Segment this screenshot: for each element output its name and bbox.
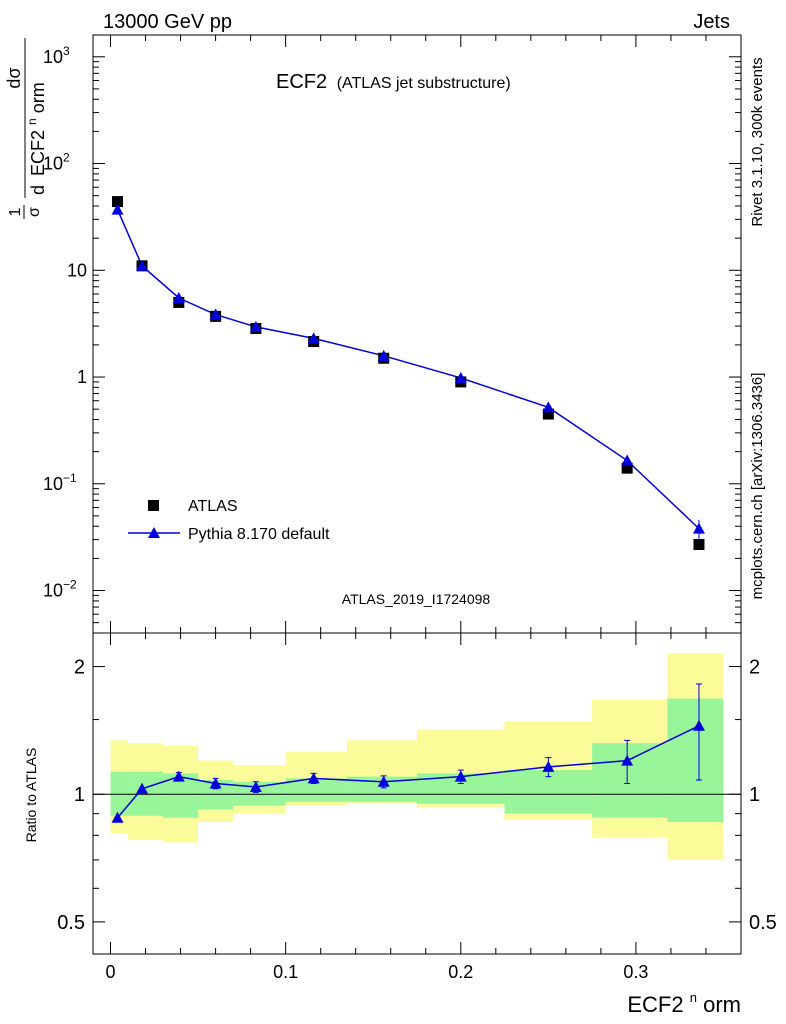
ratio-band-inner: [285, 778, 347, 802]
mcplots-reference-label: mcplots.cern.ch [arXiv:1306.3436]: [749, 373, 766, 600]
main-y-tick-label: 10: [67, 260, 87, 280]
ylabel-denominator: d ECF2 n orm: [20, 82, 48, 195]
mc-data-points: [111, 203, 705, 534]
ylabel-suffix: orm: [28, 82, 48, 113]
ratio-y-tick-label-right: 2: [749, 657, 760, 679]
ratio-mc-point: [307, 772, 320, 784]
ratio-mc-point: [454, 770, 467, 782]
plot-title-main: ECF2: [276, 71, 327, 93]
main-x-axis-ticks: [110, 35, 707, 633]
analysis-id-watermark: ATLAS_2019_I1724098: [342, 591, 491, 607]
ylabel-dvar: ECF2: [28, 130, 48, 176]
ratio-y-axis: 0.5 0.5 1 1 2 2: [57, 657, 777, 934]
ratio-mc-point: [377, 775, 390, 787]
ratio-mc-point: [542, 760, 555, 772]
ratio-y-tick-label: 0.5: [57, 912, 85, 934]
ratio-mc-point: [692, 719, 705, 731]
ratio-mc-point: [209, 777, 222, 789]
mc-data-point: [542, 401, 555, 413]
ratio-mc-point: [136, 782, 149, 794]
ratio-plot-panel: 0.5 0.5 1 1 2 2 0 0.1 0.2 0.3 Ratio to ATLAS: [23, 632, 777, 982]
collision-energy-label: 13000 GeV pp: [103, 11, 232, 33]
atlas-data-point: [542, 408, 554, 420]
ratio-y-tick-label-right: 1: [749, 784, 760, 806]
main-y-axis: 10−2 10−1 1 10 102 103: [43, 44, 741, 624]
main-plot-panel: 10−2 10−1 1 10 102 103 ECF2 (ATLAS jet substr…: [4, 34, 742, 634]
xlabel-sup: n: [690, 990, 697, 1005]
ratio-y-axis-label: Ratio to ATLAS: [23, 748, 39, 843]
main-y-tick-label: 1: [77, 367, 87, 387]
main-y-tick-label: 10−1: [43, 471, 77, 494]
legend: ATLAS Pythia 8.170 default: [128, 498, 330, 543]
main-y-tick-label: 10−2: [43, 578, 77, 601]
atlas-data-point: [621, 462, 633, 474]
main-y-tick-label: 103: [43, 44, 70, 67]
plot-title-sub: (ATLAS jet substructure): [337, 75, 511, 92]
x-tick-label: 0: [106, 962, 116, 982]
plot-title: ECF2 (ATLAS jet substructure): [276, 71, 511, 93]
legend-atlas-label: ATLAS: [188, 498, 238, 515]
mc-data-point: [172, 291, 185, 303]
ratio-mc-point: [621, 754, 634, 766]
ratio-mc-point: [249, 781, 262, 793]
process-label: Jets: [693, 11, 730, 33]
mc-data-point: [111, 203, 124, 215]
mc-data-point: [307, 332, 320, 344]
ylabel-sup: n: [25, 118, 39, 125]
mc-data-point: [621, 454, 634, 466]
x-axis-label: ECF2 n orm: [627, 982, 741, 1017]
mc-data-point: [136, 259, 149, 271]
ratio-y-tick-label-right: 0.5: [749, 912, 777, 934]
legend-mc-label: Pythia 8.170 default: [188, 526, 330, 543]
ylabel-frac-num: 1: [7, 207, 24, 216]
ratio-band-inner: [233, 781, 286, 806]
xlabel-main: ECF2: [627, 992, 683, 1017]
mc-data-point: [249, 320, 262, 332]
ratio-band-inner: [592, 743, 668, 818]
ratio-y-tick-label: 1: [74, 784, 85, 806]
x-tick-label: 0.1: [273, 962, 298, 982]
ratio-band-inner: [667, 698, 724, 823]
main-plot-frame: [92, 34, 742, 634]
ratio-plot-frame: [92, 632, 742, 955]
mc-series-line: [116, 209, 700, 530]
x-tick-label: 0.2: [448, 962, 473, 982]
xlabel-suffix: orm: [703, 992, 741, 1017]
legend-atlas-marker: [148, 500, 159, 511]
ratio-y-tick-label: 2: [74, 657, 85, 679]
ylabel-frac-den: σ: [26, 207, 43, 217]
ratio-mc-points: [111, 719, 705, 823]
mc-data-point: [692, 522, 705, 534]
ylabel-d-prefix: d: [28, 185, 48, 195]
mc-data-point: [454, 371, 467, 383]
mc-data-point: [209, 308, 222, 320]
atlas-data-points: [112, 196, 705, 550]
mc-data-point: [377, 349, 390, 361]
atlas-data-point: [112, 196, 124, 208]
rivet-version-label: Rivet 3.1.10, 300k events: [749, 57, 766, 226]
ratio-band-inner: [504, 770, 593, 814]
atlas-data-point: [693, 538, 705, 550]
main-y-tick-label: 102: [43, 151, 70, 174]
ratio-mc-point: [172, 770, 185, 782]
legend-mc-marker: [148, 527, 160, 538]
ratio-x-axis: 0 0.1 0.2 0.3: [106, 633, 707, 982]
ylabel-dsigma: dσ: [4, 67, 24, 88]
x-tick-label: 0.3: [623, 962, 648, 982]
ratio-uncertainty-bands: [110, 653, 724, 860]
main-y-axis-label: 1 σ dσ d ECF2 n orm: [4, 38, 48, 219]
ratio-band-inner: [110, 771, 129, 816]
ratio-mc-point: [111, 811, 124, 823]
